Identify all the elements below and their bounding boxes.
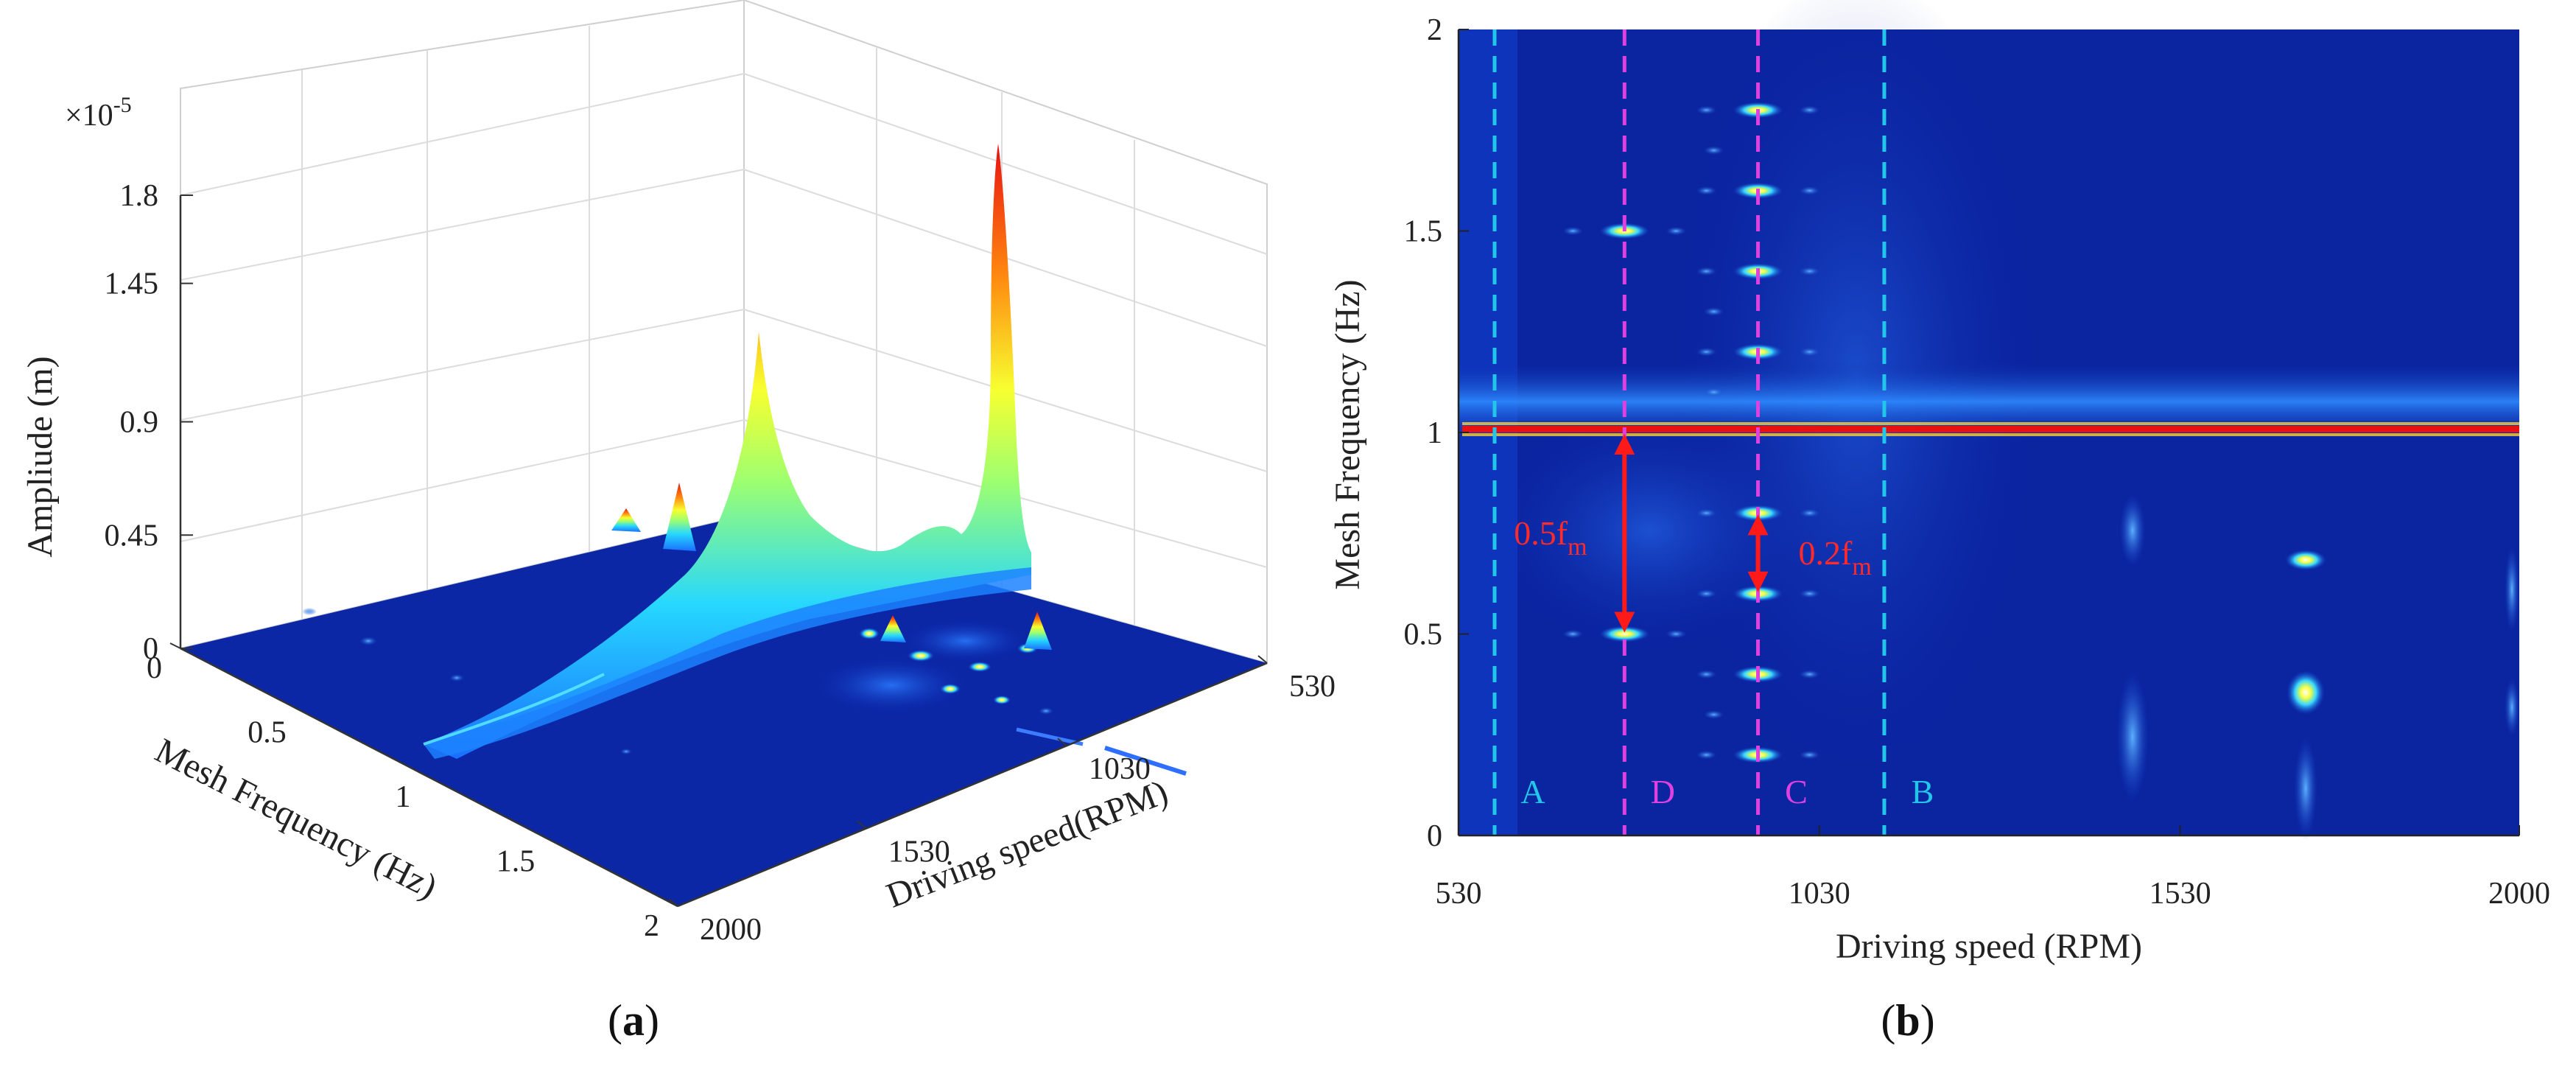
y-tick-label-b: 1	[1427, 416, 1442, 450]
x-axis-ticks-b: 530 1030 1530 2000	[1436, 825, 2550, 911]
frequency-tick-label: 2	[644, 909, 659, 943]
x-tick-label-b: 530	[1436, 877, 1482, 911]
frequency-tick-label: 1.5	[496, 845, 536, 879]
z-tick-label: 1.45	[105, 267, 159, 301]
z-axis-label: Ampliude (m)	[21, 356, 60, 557]
floor-features	[302, 483, 1187, 776]
x-tick-label-b: 1530	[2149, 877, 2211, 911]
y-tick-label-b: 2	[1427, 13, 1442, 47]
frequency-tick-label: 1	[396, 780, 411, 814]
speed-tick-label: 530	[1289, 670, 1336, 704]
zone-label-C: C	[1785, 773, 1808, 810]
y-axis-label-b: Mesh Frequency (Hz)	[1328, 279, 1367, 589]
annotation-arrowhead-down	[1614, 612, 1635, 633]
speed-tick-label: 1530	[888, 835, 950, 869]
panel-label-a: (a)	[608, 996, 659, 1045]
speed-tick-label: 1030	[1089, 752, 1151, 786]
panel-label-b: (b)	[1881, 996, 1934, 1045]
faint-spot	[1703, 146, 1724, 155]
zone-label-B: B	[1912, 773, 1934, 810]
sideband-spot-faint	[1696, 670, 1717, 679]
frequency-tick-mark	[294, 707, 306, 714]
sideband-spot-faint	[1799, 750, 1820, 760]
surface-floor	[180, 516, 1267, 906]
panel-b-heatmap: A D C B 0.5fm 0.2fm 530 1030 1530 2000 0 0.5 1 1.5…	[1328, 0, 2550, 1045]
x-axis-label-b: Driving speed (RPM)	[1836, 927, 2142, 966]
z-tick-label: 0.9	[120, 406, 159, 440]
annotation-arrows: 0.5fm 0.2fm	[1514, 434, 1872, 633]
faint-spot	[1703, 388, 1724, 397]
main-frequency-line	[1462, 426, 2519, 432]
sideband-spot-faint	[1799, 589, 1820, 598]
z-axis-ticks: 0 0.45 0.9 1.45 1.8	[105, 179, 193, 666]
z-tick-label: 0	[143, 632, 158, 666]
sideband-spot-faint	[1799, 508, 1820, 518]
frequency-tick-mark	[169, 642, 181, 649]
z-tick-label: 1.8	[120, 179, 159, 213]
faint-spot	[1703, 710, 1724, 719]
y-axis-ticks-b: 0 0.5 1 1.5 2	[1404, 13, 1469, 853]
main-ridge-surface	[423, 144, 1031, 759]
sideband-spot-faint	[1696, 186, 1717, 195]
sideband-spot-faint	[1696, 589, 1717, 598]
x-tick-label-b: 2000	[2488, 877, 2550, 911]
annotation-arrowhead-down	[1747, 571, 1769, 592]
sideband-spot-faint	[1696, 750, 1717, 760]
frequency-tick-mark	[418, 771, 429, 778]
frequency-tick-label: 0.5	[248, 716, 287, 750]
zone-label-D: D	[1651, 773, 1675, 810]
speed-tick-mark	[668, 898, 678, 907]
y-tick-label-b: 0.5	[1404, 618, 1443, 652]
annotation-label: 0.2fm	[1799, 534, 1872, 581]
sideband-spot-faint	[1666, 226, 1687, 236]
sideband-spot-faint	[1562, 629, 1584, 639]
speed-tick-mark	[857, 820, 867, 830]
zone-label-A: A	[1520, 773, 1545, 810]
speed-tick-mark	[1057, 738, 1067, 747]
sideband-spot-faint	[1799, 347, 1820, 357]
sideband-spot-faint	[1696, 267, 1717, 276]
frequency-tick-label: 0	[147, 651, 162, 685]
z-exponent-label: ×10-5	[65, 93, 132, 133]
high-speed-streaks	[2116, 494, 2519, 840]
speed-tick-label: 2000	[700, 913, 762, 947]
faint-spot	[1703, 306, 1724, 316]
sideband-spot-faint	[1799, 186, 1820, 195]
annotation-arrowhead-up	[1614, 434, 1635, 455]
frequency-tick-mark	[542, 835, 554, 843]
speed-axis-ticks: 2000 1530 1030 530	[668, 655, 1336, 947]
sideband-spot-faint	[1562, 226, 1584, 236]
sideband-spot-faint	[1696, 105, 1717, 115]
y-tick-label-b: 0	[1427, 819, 1442, 853]
annotation-label: 0.5fm	[1514, 514, 1587, 561]
sideband-spot-faint	[1799, 267, 1820, 276]
sideband-spot-faint	[1696, 508, 1717, 518]
sideband-spot-faint	[1696, 347, 1717, 357]
speed-tick-mark	[1257, 655, 1268, 664]
sideband-spot-faint	[1666, 629, 1687, 639]
sideband-spot	[1599, 626, 1650, 642]
x-tick-label-b: 1030	[1789, 877, 1850, 911]
sideband-spot-faint	[1799, 105, 1820, 115]
sideband-spot-faint	[1799, 670, 1820, 679]
y-tick-label-b: 1.5	[1404, 215, 1443, 249]
annotation-arrowhead-up	[1747, 514, 1769, 536]
z-tick-label: 0.45	[105, 519, 159, 553]
frequency-axis-ticks: 0 0.5 1 1.5 2	[147, 642, 678, 943]
panel-a-surface-plot: 0 0.45 0.9 1.45 1.8 0 0.5 1 1.5 2 2000 1530 1030 53…	[21, 0, 1336, 1045]
